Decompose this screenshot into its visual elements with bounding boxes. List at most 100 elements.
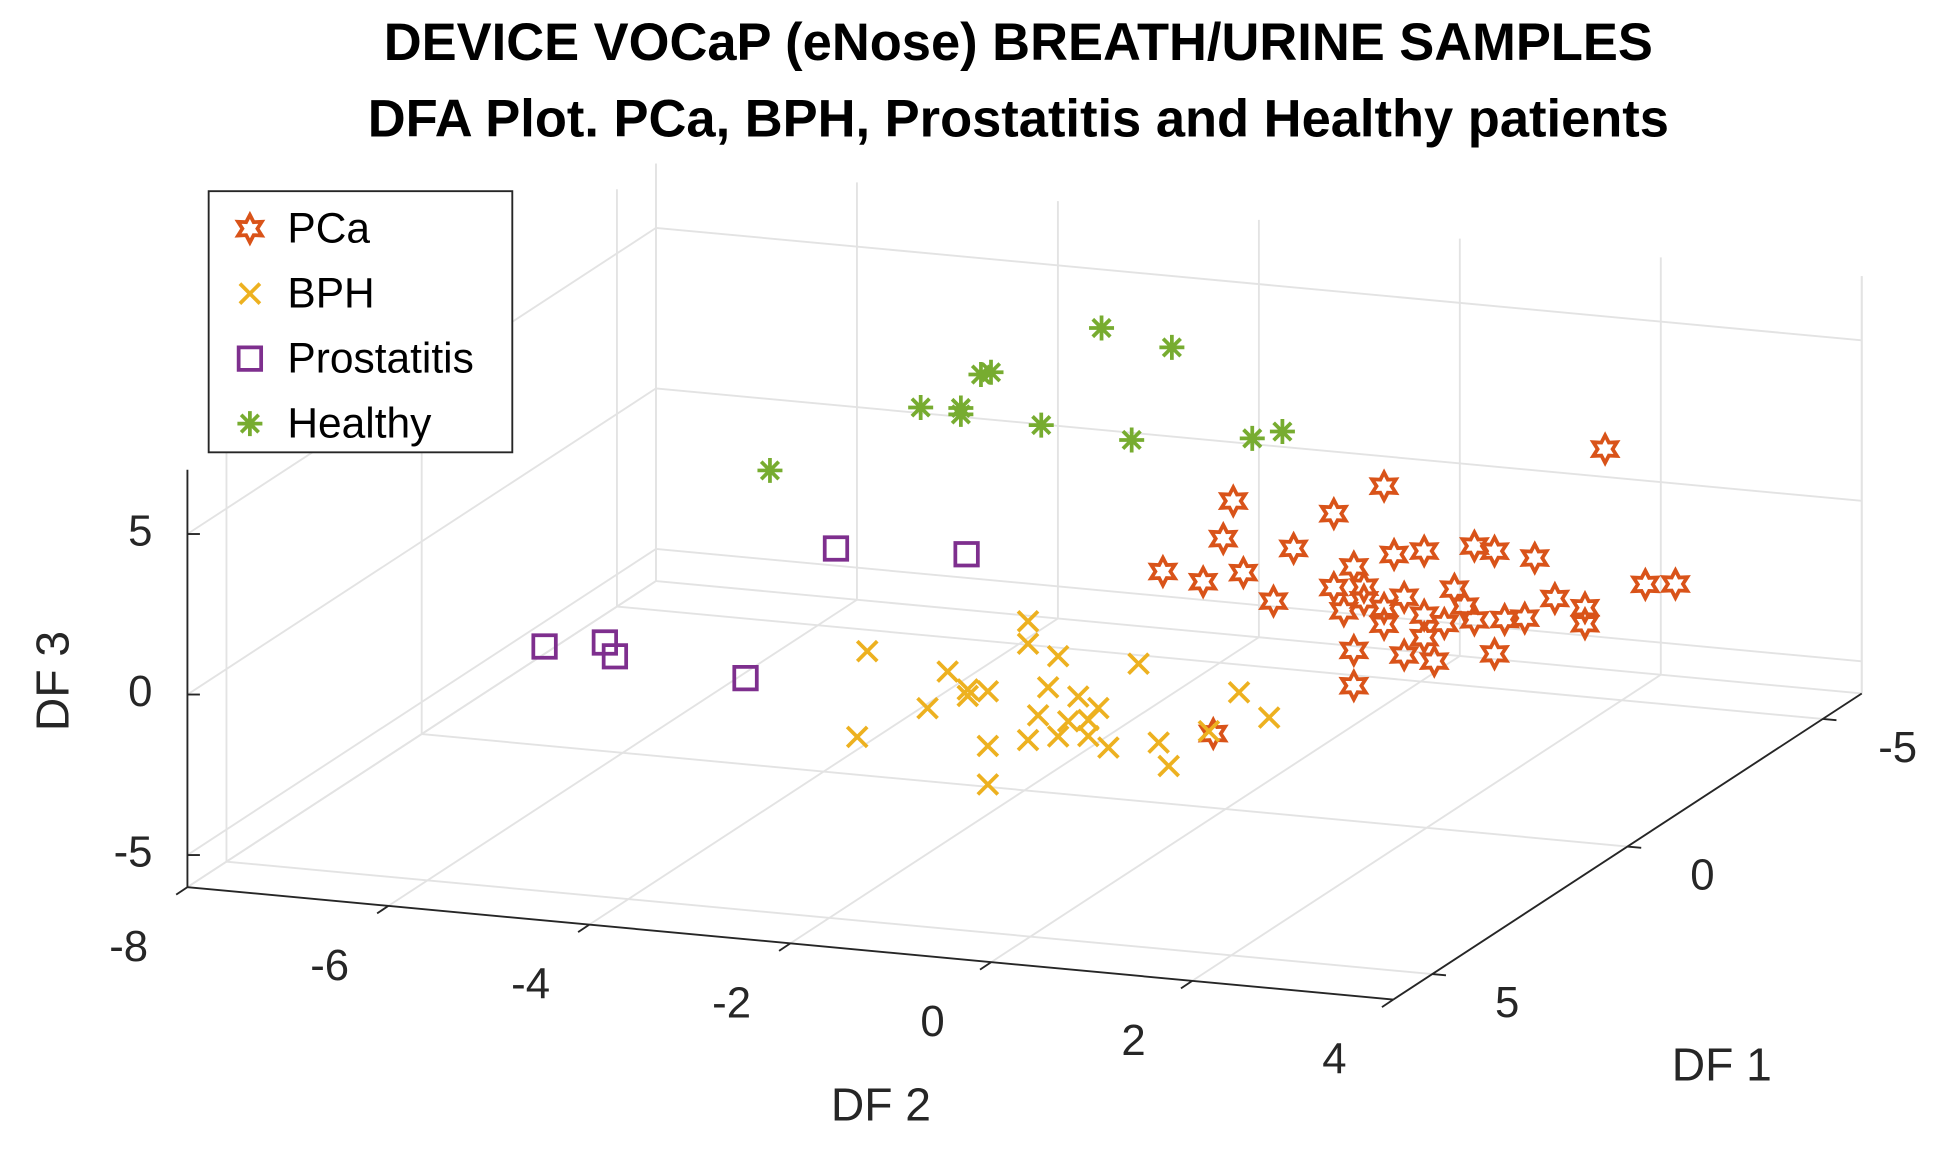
point [1016, 609, 1040, 633]
point [1076, 724, 1100, 748]
legend-label: Prostatitis [287, 335, 473, 382]
point [1408, 619, 1440, 656]
legend-label: PCa [287, 205, 370, 252]
point [1147, 553, 1179, 590]
grid-line [421, 733, 1628, 848]
x-tick-label: -8 [109, 922, 148, 971]
point [1459, 602, 1490, 638]
x-axis-label: DF 2 [831, 1079, 931, 1131]
point [1127, 652, 1150, 675]
y-tick [1432, 973, 1447, 977]
z-tick-label: 5 [128, 507, 152, 556]
y-tick-label: 5 [1495, 978, 1519, 1027]
y-tick [1822, 718, 1837, 722]
point [1269, 419, 1295, 445]
x-tick [175, 886, 188, 896]
point [956, 678, 980, 701]
y-tick [1627, 845, 1642, 849]
point [1659, 566, 1691, 602]
legend-marker [237, 411, 263, 437]
grid-line [186, 387, 657, 696]
chart-title: DEVICE VOCaP (eNose) BREATH/URINE SAMPLE… [384, 14, 1653, 72]
point [956, 684, 980, 708]
point [1046, 644, 1070, 668]
point [1418, 643, 1450, 679]
point [1258, 583, 1289, 619]
x-tick [1381, 998, 1394, 1008]
point [1569, 589, 1601, 626]
box-edge [186, 580, 657, 888]
point [1197, 719, 1221, 743]
point [908, 394, 934, 420]
x-tick-label: 2 [1121, 1016, 1145, 1065]
x-tick [778, 942, 791, 952]
point [1046, 725, 1070, 748]
grid-line [226, 860, 1433, 976]
point [936, 660, 959, 683]
point [1147, 731, 1170, 754]
point [1026, 703, 1050, 727]
x-tick-label: 4 [1322, 1035, 1346, 1084]
legend-marker [236, 345, 264, 372]
z-tick-label: -5 [114, 828, 153, 877]
point [1629, 566, 1661, 603]
point [916, 696, 939, 720]
legend-marker [238, 282, 262, 305]
point [1348, 569, 1380, 605]
point [1227, 554, 1259, 591]
point [1368, 606, 1400, 643]
series [845, 609, 1281, 796]
point [976, 680, 1000, 703]
y-tick-label: 0 [1690, 850, 1714, 899]
grid-line [186, 548, 657, 856]
point [1257, 706, 1281, 729]
x-tick [979, 961, 992, 971]
point [1036, 676, 1060, 699]
point [1408, 533, 1440, 569]
point [1089, 315, 1115, 341]
x-tick-label: -2 [712, 978, 751, 1027]
point [1479, 636, 1511, 672]
legend-label: BPH [287, 270, 374, 317]
point [1539, 580, 1571, 617]
x-tick-label: -6 [310, 941, 349, 990]
point [1408, 597, 1440, 633]
point [822, 535, 850, 562]
point [976, 773, 1000, 796]
series [757, 315, 1295, 483]
point [1368, 468, 1400, 505]
point [1318, 569, 1350, 606]
point [1318, 495, 1350, 532]
point [1509, 600, 1541, 636]
point [1569, 605, 1601, 642]
point [531, 633, 558, 660]
point [757, 457, 783, 483]
grid-line [655, 547, 1862, 663]
point [1428, 605, 1460, 642]
point [1348, 582, 1380, 618]
point [1388, 579, 1420, 616]
legend-marker [234, 210, 266, 247]
z-tick-label: 0 [128, 667, 152, 716]
point [1187, 563, 1219, 600]
point [1087, 696, 1110, 720]
point [953, 541, 980, 568]
point [976, 734, 1000, 758]
point [1016, 632, 1040, 656]
point [1066, 685, 1090, 708]
point [1388, 637, 1420, 673]
grid-line [655, 226, 1862, 342]
point [1197, 715, 1229, 752]
series [531, 535, 980, 692]
point [1157, 754, 1181, 778]
point [732, 665, 759, 692]
point [1119, 427, 1145, 453]
x-tick-label: 0 [920, 997, 944, 1046]
point [1056, 710, 1080, 733]
point [968, 362, 994, 388]
x-tick-label: -4 [511, 960, 550, 1009]
point [1097, 736, 1120, 759]
point [978, 359, 1004, 385]
box-edge [655, 580, 1862, 695]
